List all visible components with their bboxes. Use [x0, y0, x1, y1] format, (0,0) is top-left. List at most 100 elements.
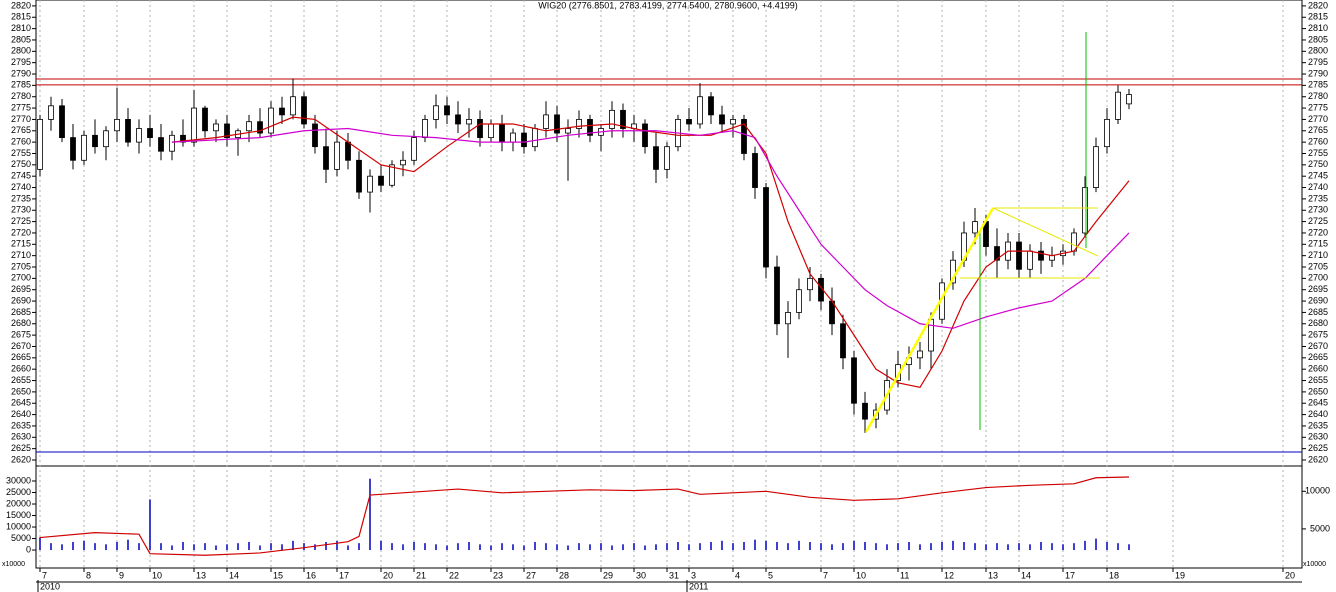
candle-body [642, 123, 648, 148]
candle-body [334, 141, 340, 170]
y-tick-label: 2695 [11, 284, 31, 294]
candle-body [345, 141, 351, 161]
y-tick-label: 2680 [11, 318, 31, 328]
candle-body [510, 132, 516, 143]
y-tick-label: 2710 [1308, 250, 1328, 260]
candle-body [466, 119, 472, 125]
y-tick-label: 2620 [11, 454, 31, 464]
candle-body [807, 277, 813, 291]
x-tick-label: 11 [900, 570, 909, 580]
y-tick-label: 2720 [11, 227, 31, 237]
y-tick-label: 2770 [1308, 114, 1328, 124]
candle-body [158, 137, 164, 152]
y-tick-label: 2785 [11, 80, 31, 90]
candle-body [521, 132, 527, 148]
candle-body [1049, 255, 1055, 261]
x-tick-label: 12 [944, 570, 954, 580]
y-tick-label: 2790 [1308, 68, 1328, 78]
trend-line [864, 207, 995, 433]
y-tick-label: 2810 [11, 23, 31, 33]
y-tick-label: 2695 [1308, 284, 1328, 294]
candle-body [246, 121, 252, 132]
x-tick-label: 31 [669, 570, 679, 580]
x-tick-label: 13 [196, 570, 206, 580]
candle-body [576, 119, 582, 129]
x-tick-label: 29 [603, 570, 613, 580]
candle-body [708, 96, 714, 116]
candle-body [554, 114, 560, 134]
candle-body [763, 187, 769, 268]
candle-body [862, 402, 868, 420]
y-tick-label: 2760 [11, 137, 31, 147]
candle-body [565, 128, 571, 134]
x-tick-label: 19 [1175, 570, 1185, 580]
candle-body [81, 134, 87, 161]
x-tick-label: 13 [988, 570, 998, 580]
candle-body [972, 221, 978, 234]
x-tick-label: 8 [86, 570, 91, 580]
y-tick-label: 2725 [11, 216, 31, 226]
x-tick-label: 23 [493, 570, 503, 580]
y-tick-label: 2715 [1308, 239, 1328, 249]
x-tick-label: 3 [691, 570, 696, 580]
candle-body [202, 107, 208, 132]
y-tick-label: 2815 [1308, 12, 1328, 22]
candle-body [664, 146, 670, 170]
x-tick-label: 30 [636, 570, 646, 580]
x-tick-label: 22 [449, 570, 459, 580]
candle-body [125, 119, 131, 143]
candle-body [499, 123, 505, 143]
candle-body [719, 114, 725, 125]
y-tick-label: 2725 [1308, 216, 1328, 226]
candle-body [290, 96, 296, 116]
x-tick-label: 15 [273, 570, 283, 580]
candle-body [400, 159, 406, 166]
x-tick-label: 20 [383, 570, 393, 580]
x-tick-label: 10 [152, 570, 162, 580]
y-tick-label: 2715 [11, 239, 31, 249]
line [39, 476, 1130, 556]
candle-body [367, 175, 373, 193]
y-tick-label: 2755 [11, 148, 31, 158]
y-tick-label: 2625 [11, 443, 31, 453]
candle-body [444, 105, 450, 116]
chart-title: WIG20 (2776.8501, 2783.4199, 2774.5400, … [538, 0, 797, 10]
y-tick-label: 2685 [11, 307, 31, 317]
x-tick-label: 14 [229, 570, 239, 580]
y-tick-label: 2795 [1308, 57, 1328, 67]
candle-body [1115, 91, 1121, 120]
candle-body [994, 246, 1000, 261]
candle-body [851, 357, 857, 404]
x-tick-label: 10 [856, 570, 866, 580]
candle-body [279, 107, 285, 116]
candle-body [356, 159, 362, 193]
x-tick-label: 5 [768, 570, 773, 580]
candle-body [950, 259, 956, 284]
y-tick-label: 2660 [11, 364, 31, 374]
candle-body [609, 109, 615, 129]
y-tick-label: 2700 [11, 273, 31, 283]
y-tick-label: 2630 [1308, 432, 1328, 442]
x-tick-label: 28 [559, 570, 569, 580]
candle-body [543, 114, 549, 129]
y-tick-label: 2690 [1308, 295, 1328, 305]
y-tick-label: 2800 [11, 46, 31, 56]
candle-body [411, 137, 417, 161]
candle-body [70, 137, 76, 161]
y-tick-label: 2730 [1308, 205, 1328, 215]
y-tick-label: 2820 [11, 0, 31, 10]
y-tick-label: 2710 [11, 250, 31, 260]
candle-body [103, 130, 109, 148]
y-tick-label: 10000 [6, 521, 31, 531]
candle-body [1126, 94, 1132, 105]
unit-label: x10000 [1303, 561, 1326, 568]
y2-tick-label: 10000 [1305, 486, 1330, 496]
year-label: 2010 [40, 581, 60, 591]
x-tick-label: 7 [823, 570, 828, 580]
y-tick-label: 2690 [11, 295, 31, 305]
y-tick-label: 2675 [11, 330, 31, 340]
x-tick-label: 20 [1285, 570, 1295, 580]
candle-body [301, 96, 307, 125]
y-tick-label: 2700 [1308, 273, 1328, 283]
y-tick-label: 2635 [11, 420, 31, 430]
